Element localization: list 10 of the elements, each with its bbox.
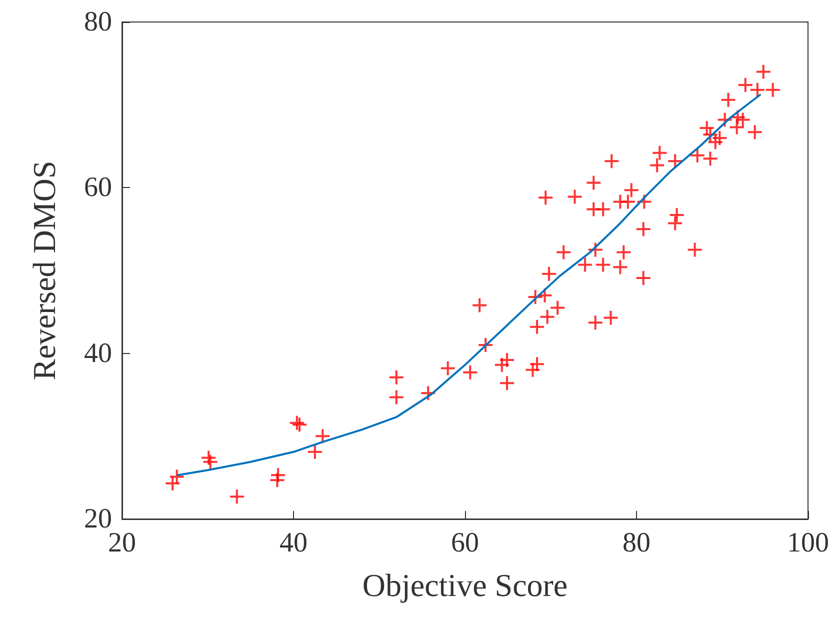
x-axis-title: Objective Score xyxy=(362,567,568,603)
y-axis-title: Reversed DMOS xyxy=(26,160,62,380)
y-tick-label: 60 xyxy=(84,172,112,204)
x-tick-label: 100 xyxy=(787,528,829,558)
x-tick-label: 60 xyxy=(451,528,479,558)
x-tick-label: 80 xyxy=(622,528,650,558)
y-tick-label: 80 xyxy=(84,6,112,38)
y-tick-label: 40 xyxy=(84,338,112,369)
x-tick-label: 40 xyxy=(280,528,308,558)
line-series xyxy=(176,94,761,476)
